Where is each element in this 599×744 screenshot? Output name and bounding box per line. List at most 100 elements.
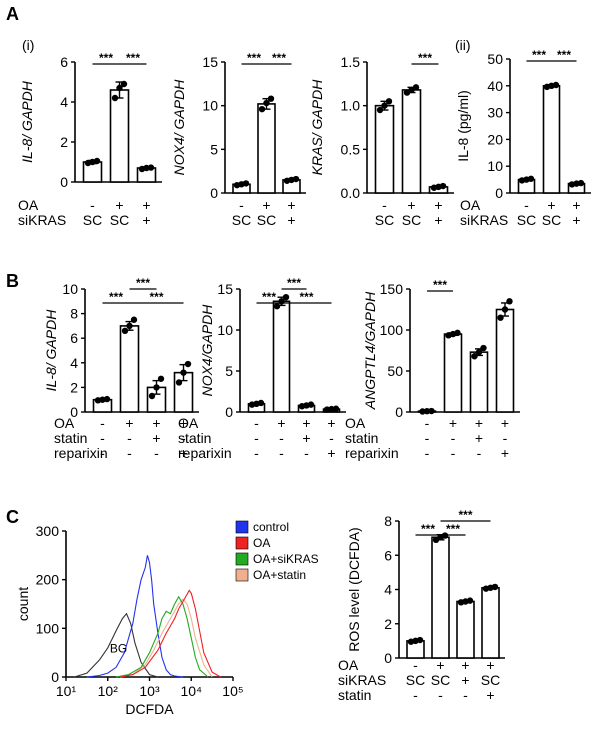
significance-label: ***: [446, 522, 460, 536]
condition-value: +: [547, 197, 555, 213]
y-axis-label: ROS level (DCFDA): [346, 527, 362, 651]
condition-value: SC: [542, 212, 561, 228]
data-point: [480, 344, 487, 352]
x-axis-label: DCFDA: [125, 701, 174, 717]
condition-value: -: [463, 687, 468, 703]
significance-label: ***: [287, 276, 301, 290]
condition-value: -: [100, 430, 105, 446]
condition-value: +: [125, 415, 133, 431]
y-tick-label: 0: [495, 185, 503, 201]
chart-c-histogram: 0 100 200 300 10¹ 10² 10³ 10⁴ 10⁵ DCFDA count BG con…: [15, 520, 319, 717]
y-axis-label: IL-8/ GAPDH: [43, 309, 59, 392]
condition-value: -: [127, 445, 132, 461]
panel-label-c: C: [6, 507, 19, 527]
y-tick-label: 6: [70, 330, 78, 346]
panel-label-b: B: [6, 271, 19, 291]
data-point: [381, 102, 388, 109]
legend-label: control: [253, 520, 289, 534]
significance-label: ***: [136, 276, 150, 290]
y-tick-label: 10: [62, 281, 78, 297]
significance-label: ***: [532, 48, 546, 62]
y-tick-label: 0: [210, 185, 218, 201]
y-tick-label: 10: [202, 98, 218, 114]
histogram-series-oa: [120, 589, 221, 678]
y-tick-label: 10: [487, 158, 503, 174]
data-point: [416, 636, 424, 644]
condition-value: +: [302, 415, 310, 431]
condition-value: -: [451, 430, 456, 446]
data-point: [501, 306, 509, 313]
y-tick-label: 0: [384, 650, 392, 666]
condition-value: +: [302, 430, 310, 446]
y-tick-label: 0: [60, 174, 68, 190]
data-point: [111, 94, 119, 102]
condition-value: -: [425, 445, 430, 461]
data-point: [307, 401, 315, 408]
condition-value: -: [503, 430, 508, 446]
y-tick-label: 0: [395, 404, 403, 420]
data-point: [292, 175, 300, 183]
significance-label: ***: [126, 51, 140, 65]
legend-swatch: [235, 552, 249, 566]
condition-value: +: [486, 657, 494, 673]
condition-label: statin: [345, 430, 378, 446]
condition-value: +: [152, 415, 160, 431]
condition-value: -: [279, 445, 284, 461]
data-point: [157, 375, 165, 382]
condition-label: OA: [460, 197, 481, 213]
data-point: [412, 84, 420, 91]
legend-label: OA+statin: [253, 568, 306, 582]
x-tick-label: 10¹: [56, 683, 77, 699]
data-point: [552, 81, 560, 89]
condition-label: OA: [54, 415, 75, 431]
data-point: [116, 84, 123, 92]
condition-value: SC: [375, 212, 394, 228]
y-tick-label: 0.0: [341, 185, 361, 201]
panel-label-a: A: [6, 4, 19, 24]
subpanel-label-ii: (ii): [455, 37, 471, 53]
condition-value: SC: [83, 212, 102, 228]
condition-value: -: [425, 430, 430, 446]
condition-value: -: [100, 415, 105, 431]
histogram-series-oa-sikras: [115, 595, 209, 678]
y-tick-label: 1.0: [341, 98, 361, 114]
condition-value: +: [287, 212, 295, 228]
bar: [495, 308, 515, 413]
condition-value: -: [304, 445, 309, 461]
condition-label: OA: [345, 415, 366, 431]
y-tick-label: 0: [70, 404, 78, 420]
condition-value: -: [438, 687, 443, 703]
condition-value: -: [254, 430, 259, 446]
y-axis-label: IL-8/ GAPDH: [19, 80, 35, 163]
y-tick-label: 15: [202, 54, 218, 70]
x-tick-label: 10²: [98, 683, 119, 699]
condition-value: -: [154, 445, 159, 461]
condition-label: siKRAS: [18, 212, 66, 228]
y-tick-label: 8: [70, 306, 78, 322]
condition-value: -: [425, 415, 430, 431]
y-tick-label: 2: [70, 379, 78, 395]
condition-value: SC: [517, 212, 536, 228]
condition-value: +: [436, 657, 444, 673]
condition-label: OA: [18, 197, 39, 213]
y-axis-label: ANGPTL4/GAPDH: [362, 291, 378, 410]
x-tick-label: 10³: [139, 683, 160, 699]
condition-value: +: [327, 445, 335, 461]
y-tick-label: 20: [487, 131, 503, 147]
data-point: [103, 395, 111, 403]
condition-value: -: [127, 430, 132, 446]
y-tick-label: 6: [60, 54, 68, 70]
data-point: [506, 298, 513, 305]
y-tick-label: 50: [487, 51, 503, 67]
data-point: [497, 314, 504, 321]
y-tick-label: 40: [487, 78, 503, 94]
data-point: [184, 360, 192, 368]
condition-value: -: [239, 197, 244, 213]
data-point: [332, 405, 340, 412]
y-tick-label: 8: [384, 513, 392, 529]
y-tick-label: 100: [36, 620, 60, 636]
